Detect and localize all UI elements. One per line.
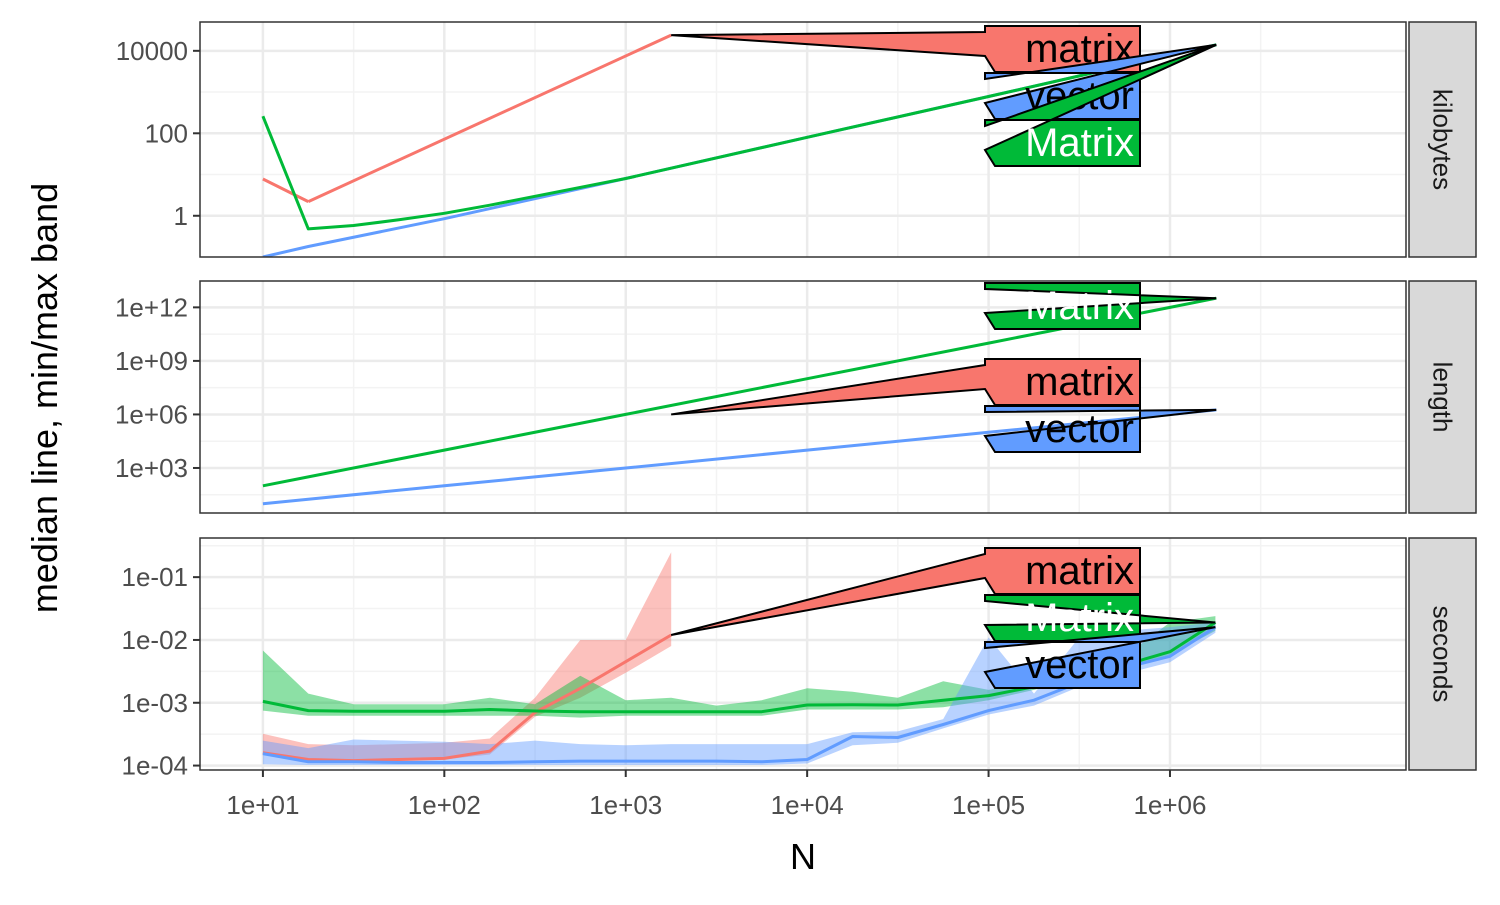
- y-axis-title: median line, min/max band: [24, 183, 65, 613]
- y-tick-label: 100: [145, 118, 188, 148]
- line-matrix-0: [262, 177, 309, 203]
- y-tick-label: 1e+09: [115, 346, 188, 376]
- y-tick-label: 10000: [116, 36, 188, 66]
- direct-label-matrix-0: Matrix: [983, 43, 1217, 167]
- x-tick-label: 1e+01: [226, 790, 299, 820]
- y-tick-label: 1: [174, 201, 188, 231]
- line-matrix-0: [307, 33, 672, 203]
- x-tick-label: 1e+04: [771, 790, 844, 820]
- x-tick-label: 1e+06: [1133, 790, 1206, 820]
- facet-strip: [1408, 537, 1477, 771]
- y-tick-label: 1e+12: [115, 292, 188, 322]
- y-tick-label: 1e-01: [122, 562, 189, 592]
- x-tick-label: 1e+05: [952, 790, 1025, 820]
- panel-border: [199, 21, 1407, 258]
- direct-label-matrix-2: matrix: [670, 547, 1141, 636]
- direct-label-matrix-1: matrix: [671, 358, 1141, 416]
- direct-label-text: matrix: [1025, 549, 1134, 593]
- line-matrix-2: [262, 633, 672, 763]
- y-tick-label: 1e-04: [122, 751, 189, 781]
- direct-label-text: vector: [1025, 407, 1134, 451]
- direct-label-vector-2: vector: [983, 626, 1216, 689]
- direct-label-matrix-2: Matrix: [983, 594, 1216, 642]
- line-vector-2: [262, 625, 1217, 764]
- direct-label-text: Matrix: [1025, 121, 1134, 165]
- facet-strip: [1408, 21, 1477, 258]
- band-matrix-2: [262, 616, 1216, 718]
- facet-strip: [1408, 280, 1477, 514]
- direct-label-text: Matrix: [1025, 284, 1134, 328]
- direct-label-text: Matrix: [1025, 596, 1134, 640]
- facet-strip-label: kilobytes: [1428, 89, 1458, 190]
- y-tick-label: 1e-03: [122, 688, 189, 718]
- x-tick-label: 1e+03: [589, 790, 662, 820]
- panel-border: [199, 280, 1407, 514]
- direct-label-text: matrix: [1025, 360, 1134, 404]
- facet-strip-label: seconds: [1428, 606, 1458, 703]
- y-tick-label: 1e-02: [122, 625, 189, 655]
- direct-label-matrix-1: Matrix: [983, 282, 1217, 330]
- direct-label-vector-1: vector: [983, 405, 1217, 453]
- direct-label-text: vector: [1025, 643, 1134, 687]
- y-tick-label: 1e+06: [115, 399, 188, 429]
- panel-border: [199, 537, 1407, 771]
- facet-strip-label: length: [1428, 362, 1458, 433]
- x-tick-label: 1e+02: [408, 790, 481, 820]
- x-axis-title: N: [790, 836, 816, 877]
- band-matrix-2: [262, 552, 672, 762]
- band-vector-2: [262, 622, 1216, 765]
- y-tick-label: 1e+03: [115, 453, 188, 483]
- direct-label-matrix-0: matrix: [671, 25, 1141, 73]
- line-matrix-0: [261, 43, 1217, 231]
